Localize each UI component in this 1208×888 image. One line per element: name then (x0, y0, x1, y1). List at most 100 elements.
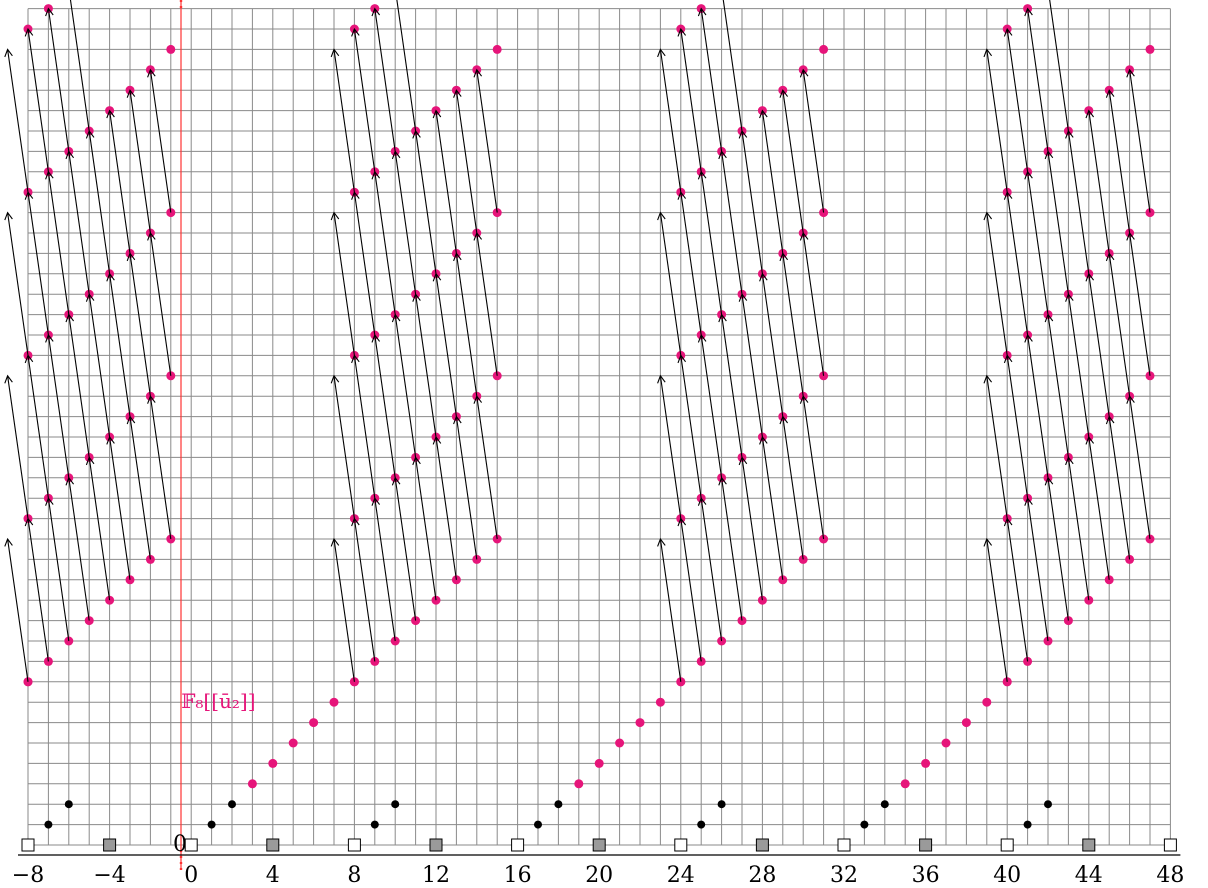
arrow (129, 253, 151, 397)
black-dot (880, 800, 889, 809)
arrow-head (4, 48, 13, 58)
black-dot (697, 820, 706, 829)
black-dot (717, 800, 726, 809)
arrow (700, 171, 723, 315)
arrow (1049, 0, 1069, 132)
arrow (47, 334, 70, 478)
arrow-head (45, 7, 54, 17)
arrow (476, 69, 498, 213)
black-dot (370, 820, 379, 829)
arrow-head (799, 68, 809, 78)
arrow (68, 151, 90, 295)
arrow (986, 375, 1008, 519)
black-dot (207, 820, 216, 829)
arrow (1088, 273, 1110, 417)
gray-square (429, 838, 443, 852)
arrow (1129, 69, 1151, 213)
black-dot (860, 820, 869, 829)
arrow-head (4, 211, 13, 221)
series-label: 𝔽₈[[ū₂]] (181, 689, 255, 713)
arrow (1108, 90, 1131, 234)
arrow (659, 212, 682, 356)
arrow-head (1085, 109, 1095, 119)
arrow (1006, 355, 1029, 499)
x-tick-label: 36 (912, 863, 940, 888)
arrow-head (371, 7, 381, 17)
arrow (782, 90, 804, 234)
arrow (129, 90, 151, 234)
x-tick-label: 0 (184, 863, 198, 888)
arrow (741, 457, 763, 601)
filtration-zero-label: 0 (173, 832, 187, 857)
pink-dot (247, 779, 257, 789)
gray-square (919, 838, 933, 852)
arrow (374, 8, 396, 152)
arrow (761, 436, 784, 580)
black-dot (534, 820, 542, 829)
arrow (27, 192, 49, 336)
arrow (394, 477, 417, 621)
arrow (47, 498, 70, 642)
pink-dot (635, 718, 645, 728)
arrow (680, 192, 702, 336)
arrow (333, 375, 355, 519)
arrow (333, 49, 355, 193)
white-square (837, 838, 851, 852)
x-tick-label: 44 (1075, 863, 1103, 888)
pink-dot (574, 779, 584, 789)
arrow-head (759, 109, 768, 119)
arrow (109, 436, 131, 580)
arrow (986, 49, 1008, 193)
pink-dot (655, 697, 665, 707)
arrow (1129, 396, 1151, 540)
arrow (721, 477, 743, 621)
arrow-head (983, 48, 993, 58)
white-square (347, 838, 361, 852)
arrow (7, 538, 29, 682)
arrow (109, 273, 131, 417)
arrow (659, 375, 682, 519)
arrow-head (330, 211, 340, 221)
arrow (700, 8, 723, 152)
arrow-head (697, 7, 707, 17)
arrow (88, 294, 111, 438)
pink-dot (492, 44, 502, 54)
arrow (680, 355, 702, 499)
arrow (374, 334, 396, 478)
arrow (761, 273, 784, 417)
arrow (700, 334, 723, 478)
arrow (68, 314, 90, 458)
arrow (47, 8, 70, 152)
arrow (1027, 171, 1049, 315)
arrow-head (983, 211, 993, 221)
x-tick-label: 4 (266, 863, 280, 888)
arrow-head (657, 48, 666, 58)
arrow (374, 498, 396, 642)
arrow-head (147, 68, 156, 78)
arrow (1006, 518, 1029, 662)
pink-dot (1145, 44, 1155, 54)
arrow (129, 416, 151, 560)
arrow (782, 253, 804, 397)
pink-dot (982, 697, 992, 707)
black-dot (391, 800, 400, 809)
arrow (149, 69, 172, 213)
arrow (680, 28, 702, 172)
pink-dot (329, 697, 339, 707)
arrow (1129, 232, 1151, 376)
arrow (149, 232, 172, 376)
arrow-head (1024, 7, 1033, 17)
arrow (1006, 192, 1029, 336)
arrow (986, 538, 1008, 682)
pink-dot (268, 758, 278, 768)
arrow (455, 90, 478, 234)
arrow (353, 28, 376, 172)
arrow (415, 130, 437, 274)
arrow (680, 518, 702, 662)
arrow (1088, 110, 1110, 254)
arrow-head (330, 537, 340, 547)
pink-dot (615, 738, 625, 748)
arrow-head (1126, 68, 1135, 78)
arrow (1027, 8, 1049, 152)
